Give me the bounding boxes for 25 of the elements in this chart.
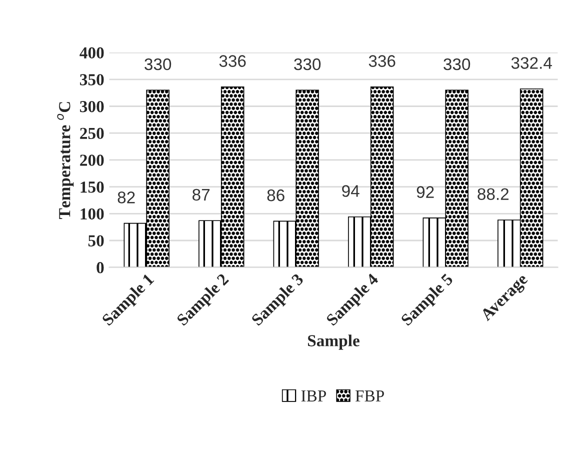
data-label: 88.2 [478, 188, 509, 200]
data-label: 332.4 [511, 57, 552, 69]
y-tick-label: 200 [80, 154, 104, 166]
data-label: 330 [294, 58, 321, 70]
data-label: 336 [219, 55, 246, 67]
data-label: 330 [144, 58, 172, 70]
y-tick-label: 50 [88, 235, 104, 246]
y-tick-label: 0 [96, 262, 104, 274]
data-label: 94 [342, 185, 360, 197]
y-axis-title: Temperature $^{o}$C [57, 102, 74, 219]
y-tick-label: 150 [80, 182, 104, 193]
x-axis-title: Sample [308, 334, 360, 350]
y-tick-label: 400 [80, 47, 104, 58]
data-label: 92 [416, 186, 434, 198]
y-tick-label: 250 [80, 128, 104, 140]
y-tick-label: 350 [80, 74, 104, 86]
legend-label: IBP [301, 390, 326, 402]
data-label: 330 [444, 58, 470, 70]
legend-label: FBP [355, 390, 384, 402]
data-label: 86 [267, 189, 284, 202]
data-label: 82 [118, 192, 135, 204]
data-label: 87 [192, 188, 210, 201]
y-tick-label: 100 [80, 208, 104, 220]
y-tick-label: 300 [80, 100, 104, 112]
data-label: 336 [368, 55, 396, 67]
